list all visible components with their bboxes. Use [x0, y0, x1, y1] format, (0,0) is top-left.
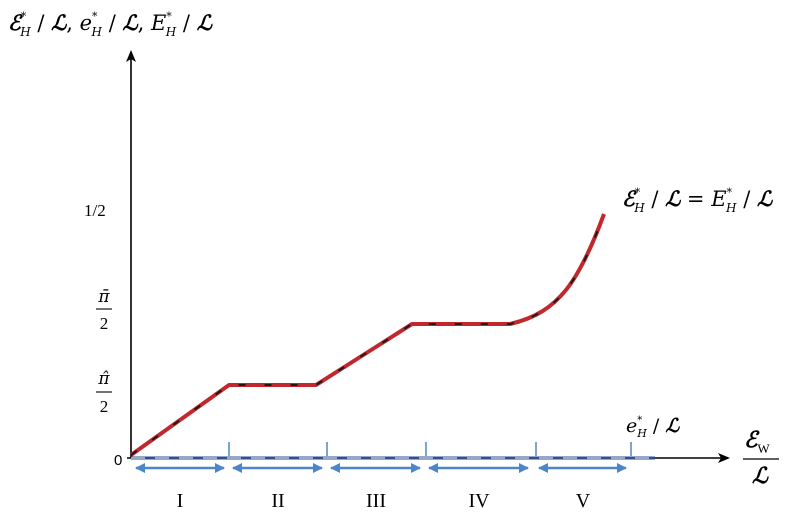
x-axis-label-numerator: ℰW [744, 427, 770, 456]
curve-label: ℰ* H / ℒ = E* H / ℒ [622, 186, 773, 215]
tick-label-pibar-denominator: 2 [100, 314, 109, 333]
region-label-v: V [576, 490, 591, 512]
region-label-i: I [177, 490, 184, 512]
tick-label-pihat-numerator: π̂ [97, 369, 110, 389]
tick-label-pibar-numerator: π̄ [97, 287, 110, 307]
origin-label: 0 [114, 452, 122, 469]
y-axis-label: ℰ* H / ℒ, e* H / ℒ, E* H / ℒ [8, 10, 213, 39]
main-curve [129, 213, 606, 457]
tick-label-half: 1/2 [84, 201, 106, 220]
region-label-iii: III [366, 490, 386, 512]
flat-curve-label: e* H / ℒ [626, 415, 680, 440]
main-curve-dash-overlay [130, 213, 605, 456]
region-label-ii: II [271, 490, 284, 512]
x-axis-label-denominator: ℒ [752, 463, 769, 489]
tick-label-pihat-denominator: 2 [100, 397, 109, 416]
region-label-iv: IV [468, 490, 490, 512]
